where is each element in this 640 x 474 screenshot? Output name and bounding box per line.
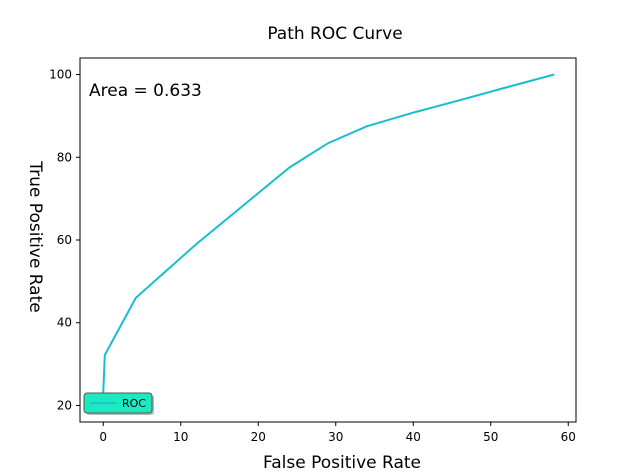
y-tick-label: 20 (57, 398, 72, 412)
y-tick-label: 80 (57, 150, 72, 164)
legend-box (83, 392, 153, 414)
x-tick-label: 0 (99, 430, 107, 444)
x-axis: 0 10 20 30 40 50 60 (99, 422, 576, 444)
y-tick-label: 60 (57, 233, 72, 247)
chart-title: Path ROC Curve (267, 24, 402, 44)
area-annotation: Area = 0.633 (89, 81, 202, 101)
y-axis: 20 40 60 80 100 (49, 68, 80, 412)
legend-label: ROC (122, 397, 146, 410)
x-tick-label: 50 (483, 430, 498, 444)
plot-frame (79, 57, 577, 423)
roc-series-line (102, 73, 555, 411)
x-tick-label: 30 (328, 430, 343, 444)
x-tick-label: 40 (406, 430, 421, 444)
plot-area (79, 57, 577, 423)
x-tick-label: 60 (561, 430, 576, 444)
legend: ROC (83, 392, 154, 415)
y-axis-label: True Positive Rate (25, 160, 45, 312)
x-tick-label: 20 (251, 430, 266, 444)
x-axis-label: False Positive Rate (263, 453, 421, 473)
y-tick-label: 40 (57, 316, 72, 330)
y-tick-label: 100 (49, 68, 72, 82)
x-tick-label: 10 (173, 430, 188, 444)
